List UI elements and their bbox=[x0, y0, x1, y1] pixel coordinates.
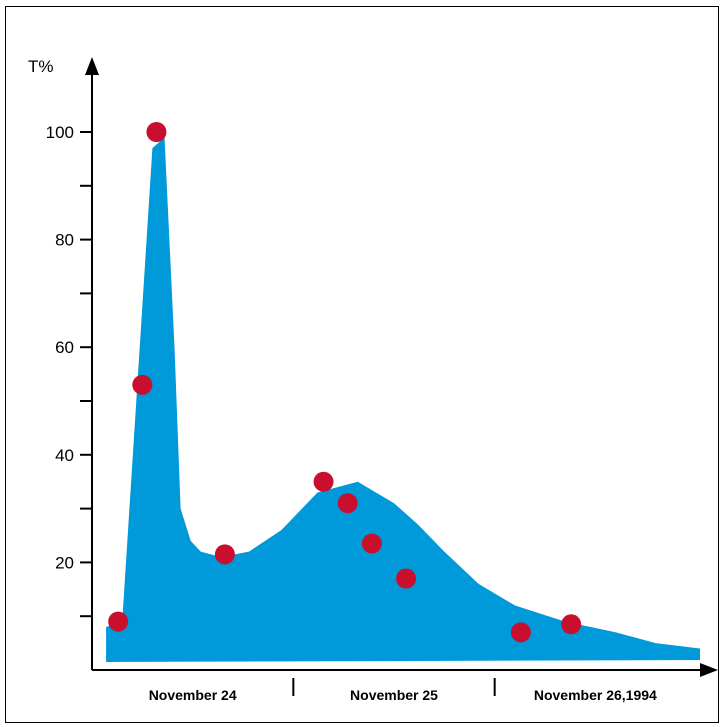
category-label: November 25 bbox=[350, 687, 438, 703]
category-label: November 24 bbox=[149, 687, 237, 703]
y-axis-arrow bbox=[85, 57, 99, 75]
y-tick-label: 40 bbox=[55, 446, 74, 465]
data-point bbox=[108, 611, 129, 632]
data-point bbox=[132, 374, 153, 395]
data-point bbox=[313, 471, 334, 492]
data-point bbox=[214, 544, 235, 565]
y-tick-label: 100 bbox=[46, 123, 74, 142]
data-point bbox=[510, 622, 531, 643]
data-point bbox=[561, 614, 582, 635]
y-tick-label: 80 bbox=[55, 231, 74, 250]
chart-frame: 20 40 60 80 100 T% November 24 November 25 Novem… bbox=[5, 6, 719, 723]
y-tick-label: 60 bbox=[55, 338, 74, 357]
data-point bbox=[337, 493, 358, 514]
x-axis-arrow bbox=[700, 663, 718, 677]
chart-canvas: 20 40 60 80 100 T% November 24 November 25 Novem… bbox=[28, 57, 718, 703]
data-point bbox=[361, 533, 382, 554]
area-series bbox=[106, 137, 701, 662]
y-axis-label: T% bbox=[28, 57, 54, 76]
data-point bbox=[396, 568, 417, 589]
category-label: November 26,1994 bbox=[534, 687, 657, 703]
y-tick-label: 20 bbox=[55, 553, 74, 572]
data-point bbox=[146, 122, 167, 142]
